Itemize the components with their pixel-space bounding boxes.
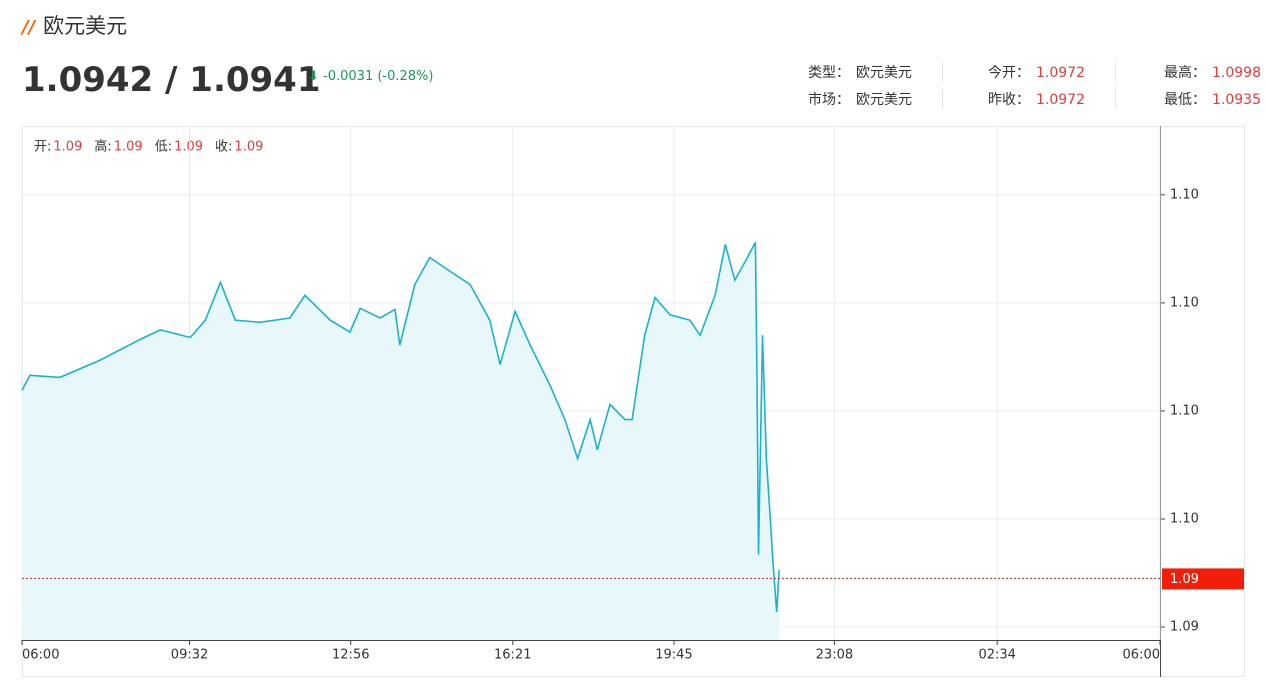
stat: 最高： 1.0998 <box>1116 62 1266 82</box>
area <box>22 242 780 640</box>
ohlc-value: 1.09 <box>234 140 263 155</box>
stat: 最低： 1.0935 <box>1116 89 1266 109</box>
stat-label: 昨收： <box>988 91 1030 108</box>
ohlc-value: 1.09 <box>53 140 82 155</box>
x-tick-label: 19:45 <box>655 648 692 663</box>
ohlc-label: 收: <box>215 140 232 155</box>
stats-row: 类型： 欧元美元 今开： 1.0972 最高： 1.0998 <box>770 58 1266 85</box>
stats: 类型： 欧元美元 今开： 1.0972 最高： 1.0998 市场： 欧元美元 昨收： 1.097… <box>770 58 1266 112</box>
title-text: 欧元美元 <box>43 14 128 38</box>
stat-value: 欧元美元 <box>856 64 912 81</box>
ohlc-label: 高: <box>94 139 111 155</box>
stat: 市场： 欧元美元 <box>770 88 943 109</box>
stat-value: 欧元美元 <box>856 91 912 108</box>
stat-label: 最高： <box>1164 64 1206 81</box>
stat-value: 1.0972 <box>1036 64 1085 81</box>
y-tick-label: 1.10 <box>1170 187 1199 202</box>
stat-label: 今开： <box>988 64 1030 81</box>
title: //欧元美元 <box>22 14 128 38</box>
stat-value: 1.0972 <box>1036 91 1085 108</box>
ohlc-value: 1.09 <box>114 140 143 155</box>
stat: 昨收： 1.0972 <box>943 88 1116 109</box>
stat-value: 1.0935 <box>1212 91 1261 108</box>
stat: 今开： 1.0972 <box>943 61 1116 82</box>
ohlc-value: 1.09 <box>174 140 203 155</box>
ohlc-label: 开: <box>34 140 51 155</box>
x-tick-label: 09:32 <box>171 648 208 663</box>
price: 1.0942 / 1.0941 <box>22 60 321 100</box>
y-tick-label: 1.10 <box>1170 511 1199 526</box>
x-tick-label: 23:08 <box>816 648 853 663</box>
stat-label: 类型： <box>808 64 850 81</box>
y-tick-label: 1.09 <box>1170 620 1199 635</box>
stat-label: 最低： <box>1164 91 1206 108</box>
arrow: ⬇ <box>308 69 324 84</box>
change: ⬇ -0.0031 (-0.28%) <box>308 69 433 84</box>
x-tick-label: 16:21 <box>494 648 531 663</box>
y-tick-label: 1.10 <box>1170 295 1199 310</box>
x-tick-label: 02:34 <box>978 648 1015 663</box>
stat-label: 市场： <box>808 91 850 108</box>
change-text: -0.0031 (-0.28%) <box>323 69 434 84</box>
x-tick-label: 06:00 <box>22 648 59 663</box>
stats-row: 市场： 欧元美元 昨收： 1.0972 最低： 1.0935 <box>770 85 1266 112</box>
line <box>21 242 780 612</box>
stat: 类型： 欧元美元 <box>770 61 943 82</box>
x-tick-label: 12:56 <box>332 648 369 663</box>
x-tick-label: 06:00 <box>1123 648 1160 663</box>
stat-value: 1.0998 <box>1212 64 1261 81</box>
ohlc-label: 低: <box>155 140 172 155</box>
y-tick-label: 1.10 <box>1170 403 1199 418</box>
current-label: 1.09 <box>1170 572 1199 587</box>
current-box <box>1162 568 1244 590</box>
